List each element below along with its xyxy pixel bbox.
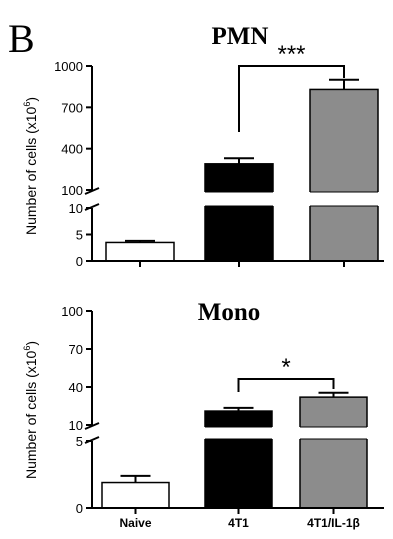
chart-mono: Mono Number of cells (x106) 10 40 70 100 0 5 *… [22, 299, 384, 530]
y-tick-label: 10 [69, 418, 83, 433]
y-axis-label-text: Number of cells (x10 [23, 106, 39, 235]
y-tick-label: 100 [61, 183, 83, 198]
x-tick-label: 4T1 [228, 516, 249, 530]
y-axis-label-text: Number of cells (x10 [23, 350, 39, 479]
y-tick-label: 70 [69, 342, 83, 357]
y-tick-label: 400 [61, 142, 83, 157]
y-tick-label: 100 [61, 304, 83, 319]
bar [299, 396, 368, 509]
axis-break-gap [60, 427, 380, 439]
y-tick-label: 0 [76, 501, 83, 516]
y-tick-label: 1000 [54, 59, 83, 74]
significance-label: * [281, 354, 290, 381]
bar [105, 241, 175, 262]
y-tick-label: 5 [76, 434, 83, 449]
chart-title: PMN [212, 23, 269, 50]
y-tick-label: 0 [76, 254, 83, 269]
y-axis-label-close: ) [23, 341, 39, 346]
y-tick-label: 700 [61, 100, 83, 115]
y-tick-label: 40 [69, 380, 83, 395]
y-axis-label-close: ) [23, 97, 39, 102]
x-tick-label: 4T1/IL-1β [307, 516, 360, 530]
y-axis-label-exponent: 6 [22, 102, 32, 107]
bar [309, 88, 379, 262]
bar [204, 410, 273, 509]
bar [101, 481, 170, 509]
significance-bracket [237, 378, 335, 392]
y-axis-label: Number of cells (x106) [22, 341, 39, 479]
chart-pmn: PMN Number of cells (x106) 1004007001000… [22, 23, 384, 269]
panel-letter: B [8, 16, 35, 61]
x-tick-label: Naive [119, 516, 151, 530]
significance-bracket [238, 65, 345, 132]
y-tick-label: 5 [76, 228, 83, 243]
y-axis-label-exponent: 6 [22, 346, 32, 351]
axis-break-gap [60, 192, 380, 206]
chart-title: Mono [198, 299, 261, 326]
y-tick-label: 10 [69, 201, 83, 216]
significance-label: *** [277, 41, 305, 68]
bar [204, 163, 274, 262]
y-axis-label: Number of cells (x106) [22, 97, 39, 235]
